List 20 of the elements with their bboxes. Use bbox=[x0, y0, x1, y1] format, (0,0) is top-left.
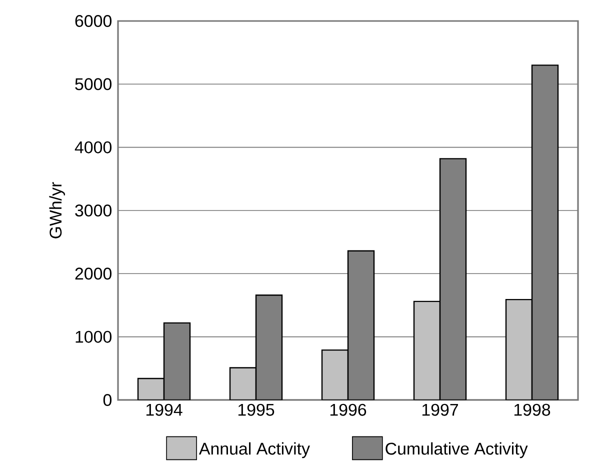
y-tick-label: 6000 bbox=[75, 14, 112, 27]
x-tick-label: 1995 bbox=[238, 404, 274, 416]
y-tick-label: 3000 bbox=[75, 204, 112, 216]
bar bbox=[137, 378, 165, 400]
bar bbox=[321, 349, 349, 400]
y-tick-label: 4000 bbox=[74, 141, 112, 154]
bar bbox=[413, 300, 441, 400]
legend-label: Annual Activity bbox=[198, 442, 310, 458]
x-tick-label: 1996 bbox=[330, 404, 366, 416]
bar bbox=[505, 298, 533, 400]
y-axis-title: GWh/yr bbox=[49, 182, 65, 238]
bar bbox=[229, 367, 257, 400]
y-tick-label: 1000 bbox=[76, 330, 112, 343]
legend-label: Cumulative Activity bbox=[386, 442, 528, 458]
y-tick-label: 2000 bbox=[75, 268, 112, 280]
x-tick-label: 1994 bbox=[146, 404, 182, 416]
x-tick-label: 1998 bbox=[514, 404, 550, 416]
y-tick-label: 5000 bbox=[75, 78, 112, 90]
y-tick-label: 0 bbox=[103, 394, 112, 406]
x-tick-label: 1997 bbox=[422, 404, 458, 416]
